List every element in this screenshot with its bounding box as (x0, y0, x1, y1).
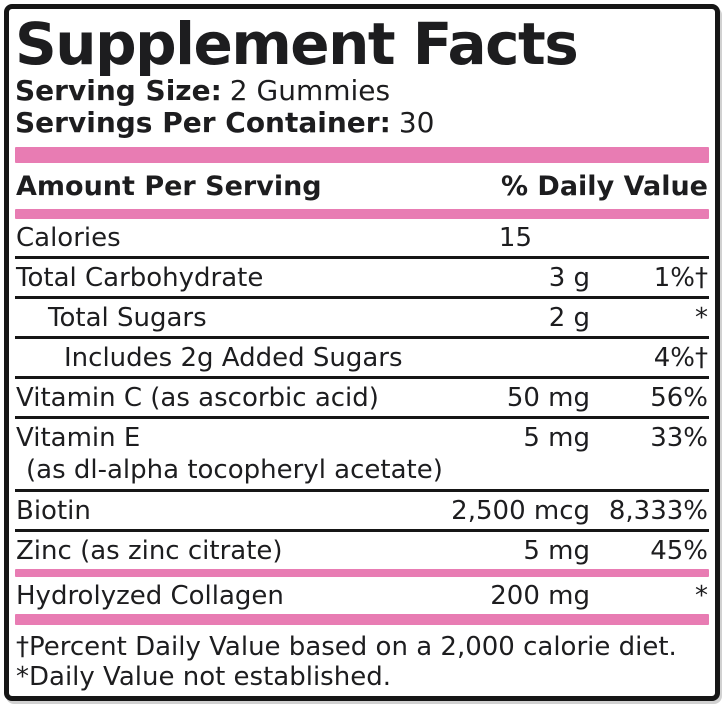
footnote-daily-value: †Percent Daily Value based on a 2,000 ca… (16, 632, 677, 663)
nutrient-amount: 5 mg (523, 423, 590, 454)
serving-size-label: Serving Size: (15, 74, 222, 108)
supplement-facts-panel: Supplement Facts Serving Size: 2 Gummies … (4, 4, 720, 701)
nutrient-dv: * (695, 303, 708, 334)
pink-divider-header (15, 209, 709, 220)
nutrient-name: Vitamin E (16, 423, 141, 454)
nutrient-row-vitamin-e: Vitamin E 5 mg 33% (as dl-alpha tocopher… (15, 419, 709, 493)
nutrient-name: Total Sugars (48, 303, 207, 334)
nutrient-name: Total Carbohydrate (16, 263, 264, 294)
pink-divider-collagen-top (15, 569, 709, 578)
nutrient-amount: 15 (498, 223, 532, 254)
nutrient-row-added-sugars: Includes 2g Added Sugars 4%† (15, 339, 709, 380)
footnotes: †Percent Daily Value based on a 2,000 ca… (15, 632, 709, 692)
nutrient-name: Hydrolyzed Collagen (16, 581, 284, 612)
nutrient-name: Calories (16, 223, 121, 254)
nutrient-dv: 4%† (653, 343, 708, 374)
page-title: Supplement Facts (15, 10, 579, 78)
column-header-amount: Amount Per Serving (16, 171, 322, 203)
column-header-dv: % Daily Value (500, 171, 708, 203)
nutrient-row-total-carbohydrate: Total Carbohydrate 3 g 1%† (15, 259, 709, 300)
nutrient-dv: 56% (650, 383, 708, 414)
nutrient-amount: 50 mg (506, 383, 590, 414)
nutrient-dv: * (695, 581, 708, 612)
footnote-not-established: *Daily Value not established. (16, 662, 391, 693)
pink-divider-bottom (15, 614, 709, 626)
nutrient-name: Zinc (as zinc citrate) (16, 536, 283, 567)
nutrient-name: Biotin (16, 496, 91, 527)
servings-per-container-line: Servings Per Container: 30 (15, 107, 709, 139)
nutrient-dv: 45% (650, 536, 708, 567)
nutrient-row-zinc: Zinc (as zinc citrate) 5 mg 45% (15, 532, 709, 569)
vitamin-e-main-line: Vitamin E 5 mg 33% (15, 419, 709, 452)
nutrient-amount: 200 mg (490, 581, 590, 612)
servings-per-container-label: Servings Per Container: (15, 106, 391, 140)
nutrient-amount: 2,500 mcg (451, 496, 590, 527)
nutrient-row-vitamin-c: Vitamin C (as ascorbic acid) 50 mg 56% (15, 379, 709, 420)
nutrient-amount: 3 g (548, 263, 590, 294)
nutrient-row-calories: Calories 15 (15, 219, 709, 260)
nutrient-amount: 2 g (548, 303, 590, 334)
column-header: Amount Per Serving % Daily Value (15, 172, 709, 202)
servings-per-container-value: 30 (398, 106, 435, 140)
nutrient-dv: 8,333% (608, 496, 708, 527)
nutrient-dv: 1%† (653, 263, 708, 294)
nutrient-row-total-sugars: Total Sugars 2 g * (15, 299, 709, 340)
nutrient-name: Includes 2g Added Sugars (64, 343, 403, 374)
nutrient-name: Vitamin C (as ascorbic acid) (16, 383, 379, 414)
serving-size-line: Serving Size: 2 Gummies (15, 75, 709, 107)
vitamin-e-source-note: (as dl-alpha tocopheryl acetate) (26, 455, 443, 486)
nutrient-row-hydrolyzed-collagen: Hydrolyzed Collagen 200 mg * (15, 577, 709, 614)
serving-size-value: 2 Gummies (229, 74, 391, 108)
nutrient-row-biotin: Biotin 2,500 mcg 8,333% (15, 492, 709, 533)
nutrient-amount: 5 mg (523, 536, 590, 567)
nutrient-dv: 33% (650, 423, 708, 454)
pink-divider-top (15, 147, 709, 164)
